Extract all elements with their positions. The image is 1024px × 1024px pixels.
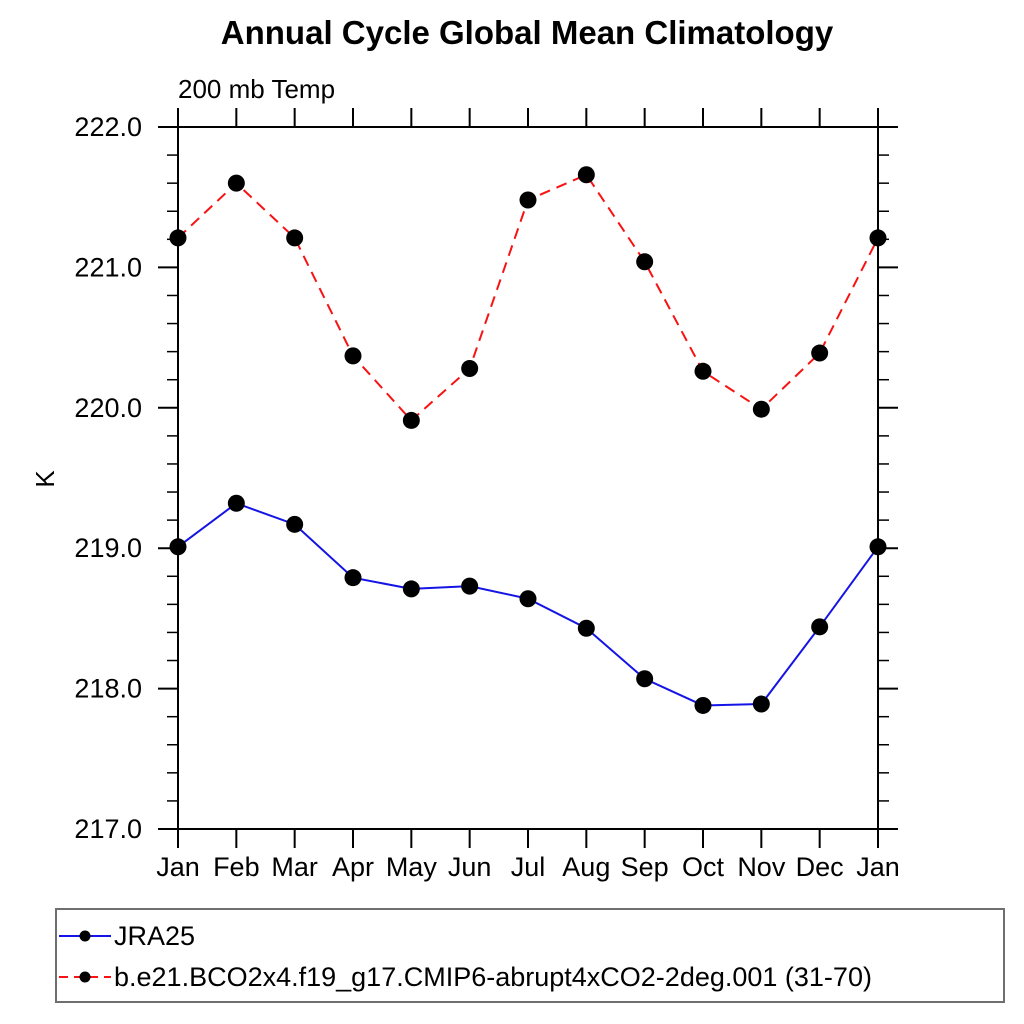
series-line-1 [177, 173, 879, 422]
data-point-marker [461, 577, 479, 595]
data-point-marker [577, 619, 595, 637]
x-axis-tick-label: Nov [737, 852, 786, 882]
data-point-marker [636, 253, 654, 271]
data-point-marker [286, 515, 304, 533]
data-point-marker [169, 538, 187, 556]
data-point-marker [752, 695, 770, 713]
x-axis-tick-label: Mar [271, 852, 318, 882]
legend-item-jra25: JRA25 [59, 920, 196, 951]
y-axis-tick-label: 219.0 [74, 533, 142, 563]
x-axis-tick-label: Jan [156, 852, 200, 882]
data-point-marker [694, 696, 712, 714]
y-axis-tick-label: 217.0 [74, 814, 142, 844]
data-point-marker [402, 411, 420, 429]
data-point-marker [752, 400, 770, 418]
legend-label-jra25: JRA25 [114, 920, 196, 951]
data-point-marker [344, 569, 362, 587]
legend-line-sample-solid [59, 930, 111, 942]
data-point-marker [636, 670, 654, 688]
data-point-marker [402, 580, 420, 598]
x-axis-tick-label: Apr [332, 852, 374, 882]
data-point-marker [519, 590, 537, 608]
y-axis-tick-label: 218.0 [74, 674, 142, 704]
data-point-marker [577, 166, 595, 184]
data-point-marker [811, 344, 829, 362]
data-point-marker [519, 191, 537, 209]
data-point-marker [169, 229, 187, 247]
x-axis-tick-label: Aug [562, 852, 610, 882]
data-point-marker [694, 362, 712, 380]
x-axis-tick-label: Jun [448, 852, 492, 882]
legend-item-model: b.e21.BCO2x4.f19_g17.CMIP6-abrupt4xCO2-2… [59, 961, 872, 992]
x-axis-tick-label: Jul [511, 852, 546, 882]
x-axis-tick-label: Jan [856, 852, 900, 882]
data-point-marker [286, 229, 304, 247]
x-axis-tick-label: Dec [796, 852, 844, 882]
x-axis-tick-label: Sep [621, 852, 669, 882]
x-axis-tick-label: Oct [682, 852, 725, 882]
data-point-marker [461, 359, 479, 377]
legend-line-sample-dashed [59, 971, 111, 983]
x-axis-tick-label: Feb [213, 852, 260, 882]
x-axis-tick-label: May [386, 852, 438, 882]
chart-subtitle: 200 mb Temp [178, 74, 336, 104]
legend-label-model: b.e21.BCO2x4.f19_g17.CMIP6-abrupt4xCO2-2… [114, 961, 872, 992]
data-point-marker [869, 229, 887, 247]
y-axis-tick-label: 221.0 [74, 252, 142, 282]
data-point-marker [344, 347, 362, 365]
legend-box: JRA25 b.e21.BCO2x4.f19_g17.CMIP6-abrupt4… [55, 908, 1005, 1003]
data-point-marker [869, 538, 887, 556]
data-point-marker [227, 174, 245, 192]
y-axis-tick-label: 220.0 [74, 393, 142, 423]
plot-frame [177, 126, 879, 830]
y-axis-tick-label: 222.0 [74, 112, 142, 142]
chart-title: Annual Cycle Global Mean Climatology [220, 14, 834, 51]
data-point-marker [811, 618, 829, 636]
data-point-marker [227, 494, 245, 512]
